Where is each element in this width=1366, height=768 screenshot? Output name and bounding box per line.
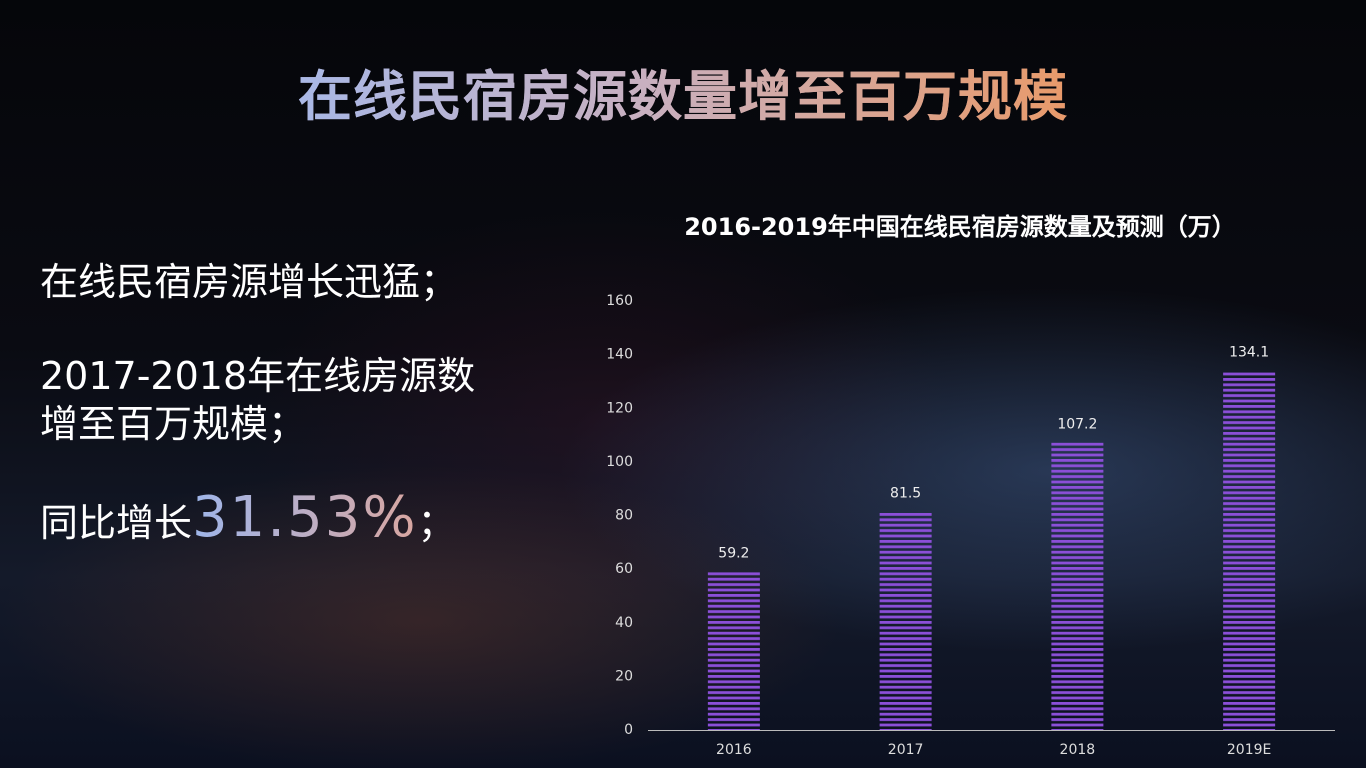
point-text: 同比增长 bbox=[40, 501, 193, 545]
bar bbox=[1051, 442, 1104, 730]
y-tick-label: 20 bbox=[615, 668, 633, 684]
data-label: 59.2 bbox=[718, 545, 749, 561]
bar bbox=[707, 571, 760, 730]
slide-title-text: 在线民宿房源数量增至百万规模 bbox=[298, 65, 1068, 128]
point: 在线民宿房源增长迅猛； bbox=[40, 258, 475, 306]
point-text: 在线民宿房源增长迅猛； bbox=[40, 260, 459, 304]
chart-title: 2016-2019年中国在线民宿房源数量及预测（万） bbox=[684, 213, 1236, 241]
point-text: 增至百万规模； bbox=[40, 402, 307, 446]
y-tick-label: 0 bbox=[624, 722, 633, 738]
point: 2017-2018年在线房源数 增至百万规模； bbox=[40, 352, 475, 448]
y-tick-label: 60 bbox=[615, 561, 633, 577]
point-text: ； bbox=[417, 501, 456, 545]
x-tick-label: 2019E bbox=[1227, 742, 1271, 758]
y-tick-label: 40 bbox=[615, 615, 633, 631]
x-tick-label: 2016 bbox=[716, 742, 752, 758]
growth-rate: 31.53% bbox=[192, 485, 418, 550]
bar bbox=[1223, 370, 1276, 730]
point: 同比增长31.53%； bbox=[40, 490, 475, 547]
data-label: 134.1 bbox=[1229, 344, 1269, 360]
data-label: 81.5 bbox=[890, 485, 921, 501]
point-text: 2017-2018年在线房源数 bbox=[40, 354, 476, 398]
data-label: 107.2 bbox=[1057, 417, 1097, 433]
y-tick-label: 140 bbox=[606, 347, 633, 363]
y-tick-label: 160 bbox=[606, 293, 633, 309]
x-tick-label: 2017 bbox=[888, 742, 924, 758]
y-tick-label: 100 bbox=[606, 454, 633, 470]
y-tick-label: 120 bbox=[606, 400, 633, 416]
key-points: 在线民宿房源增长迅猛； 2017-2018年在线房源数 增至百万规模； 同比增长3… bbox=[40, 258, 475, 593]
y-tick-label: 80 bbox=[615, 508, 633, 524]
slide-title: 在线民宿房源数量增至百万规模 bbox=[0, 52, 1366, 131]
x-tick-label: 2018 bbox=[1060, 742, 1096, 758]
bar bbox=[879, 511, 932, 730]
